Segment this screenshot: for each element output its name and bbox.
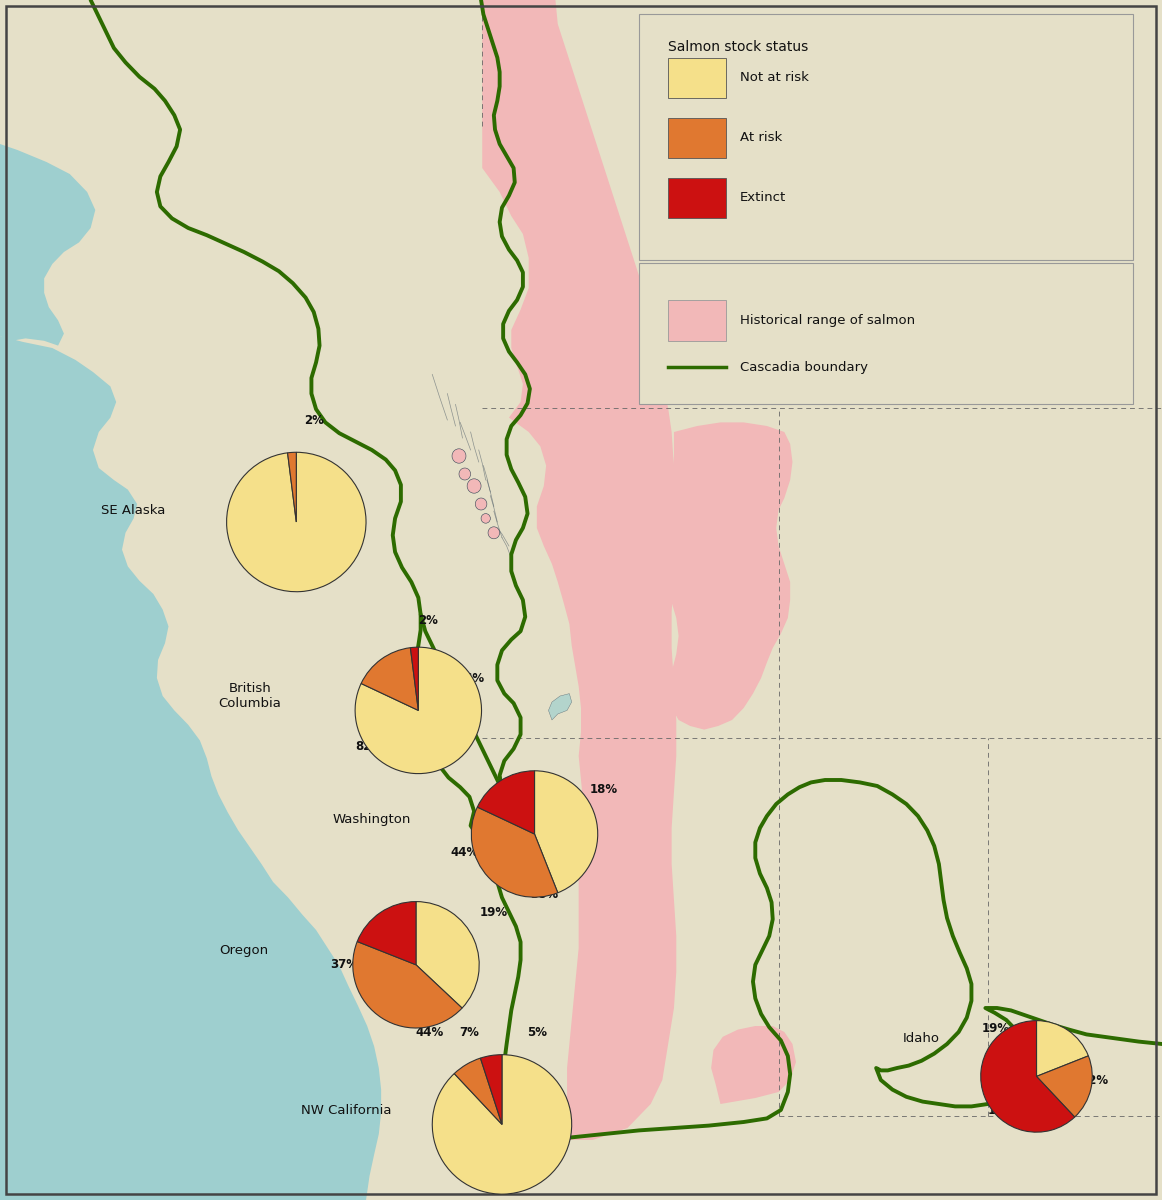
Text: 19%: 19% xyxy=(480,906,508,918)
Text: 82%: 82% xyxy=(356,740,383,752)
FancyBboxPatch shape xyxy=(639,14,1133,260)
Wedge shape xyxy=(472,808,558,898)
Wedge shape xyxy=(227,452,366,592)
FancyBboxPatch shape xyxy=(639,263,1133,404)
Polygon shape xyxy=(0,336,381,1200)
Text: 37%: 37% xyxy=(330,959,358,971)
Circle shape xyxy=(467,479,481,493)
Text: 16%: 16% xyxy=(457,672,485,684)
Wedge shape xyxy=(1037,1021,1089,1076)
Text: 38%: 38% xyxy=(530,888,558,900)
Bar xyxy=(668,178,726,218)
Text: Salmon stock status: Salmon stock status xyxy=(668,40,809,54)
Wedge shape xyxy=(356,647,481,774)
Wedge shape xyxy=(287,452,296,522)
Polygon shape xyxy=(548,694,572,720)
Wedge shape xyxy=(480,1055,502,1124)
Wedge shape xyxy=(361,648,418,710)
Text: SE Alaska: SE Alaska xyxy=(101,504,166,516)
Circle shape xyxy=(481,514,490,523)
Circle shape xyxy=(488,527,500,539)
Text: 98%: 98% xyxy=(242,558,270,570)
Polygon shape xyxy=(0,144,95,346)
Text: 7%: 7% xyxy=(459,1026,480,1038)
Text: Oregon: Oregon xyxy=(220,944,268,956)
Text: Historical range of salmon: Historical range of salmon xyxy=(740,314,916,326)
Text: 62%: 62% xyxy=(1081,1074,1109,1086)
Polygon shape xyxy=(0,0,676,1140)
Text: NW California: NW California xyxy=(301,1104,392,1116)
Wedge shape xyxy=(353,942,462,1028)
Bar xyxy=(668,300,726,341)
Text: 44%: 44% xyxy=(451,846,479,858)
Text: British
Columbia: British Columbia xyxy=(218,682,281,710)
Text: 88%: 88% xyxy=(451,1164,479,1176)
Wedge shape xyxy=(454,1058,502,1124)
Circle shape xyxy=(459,468,471,480)
Wedge shape xyxy=(432,1055,572,1194)
Wedge shape xyxy=(535,770,597,893)
Wedge shape xyxy=(416,901,479,1008)
Text: 18%: 18% xyxy=(590,784,618,796)
Circle shape xyxy=(475,498,487,510)
Wedge shape xyxy=(357,901,416,965)
Text: At risk: At risk xyxy=(740,132,782,144)
Polygon shape xyxy=(711,1026,796,1104)
Text: 5%: 5% xyxy=(526,1026,547,1038)
Text: 2%: 2% xyxy=(417,614,438,626)
Text: 19%: 19% xyxy=(988,1104,1016,1116)
Circle shape xyxy=(452,449,466,463)
Text: 19%: 19% xyxy=(982,1022,1010,1034)
Wedge shape xyxy=(1037,1056,1092,1117)
Text: Not at risk: Not at risk xyxy=(740,72,809,84)
Wedge shape xyxy=(478,770,535,834)
Text: Cascadia boundary: Cascadia boundary xyxy=(740,361,868,373)
Bar xyxy=(668,58,726,98)
Text: Extinct: Extinct xyxy=(740,192,787,204)
Text: Washington: Washington xyxy=(332,814,411,826)
Text: 44%: 44% xyxy=(416,1026,444,1038)
Bar xyxy=(668,118,726,158)
Text: 2%: 2% xyxy=(303,414,324,426)
Wedge shape xyxy=(981,1021,1075,1132)
Polygon shape xyxy=(669,422,792,730)
Wedge shape xyxy=(410,647,418,710)
Text: Idaho: Idaho xyxy=(903,1032,940,1044)
